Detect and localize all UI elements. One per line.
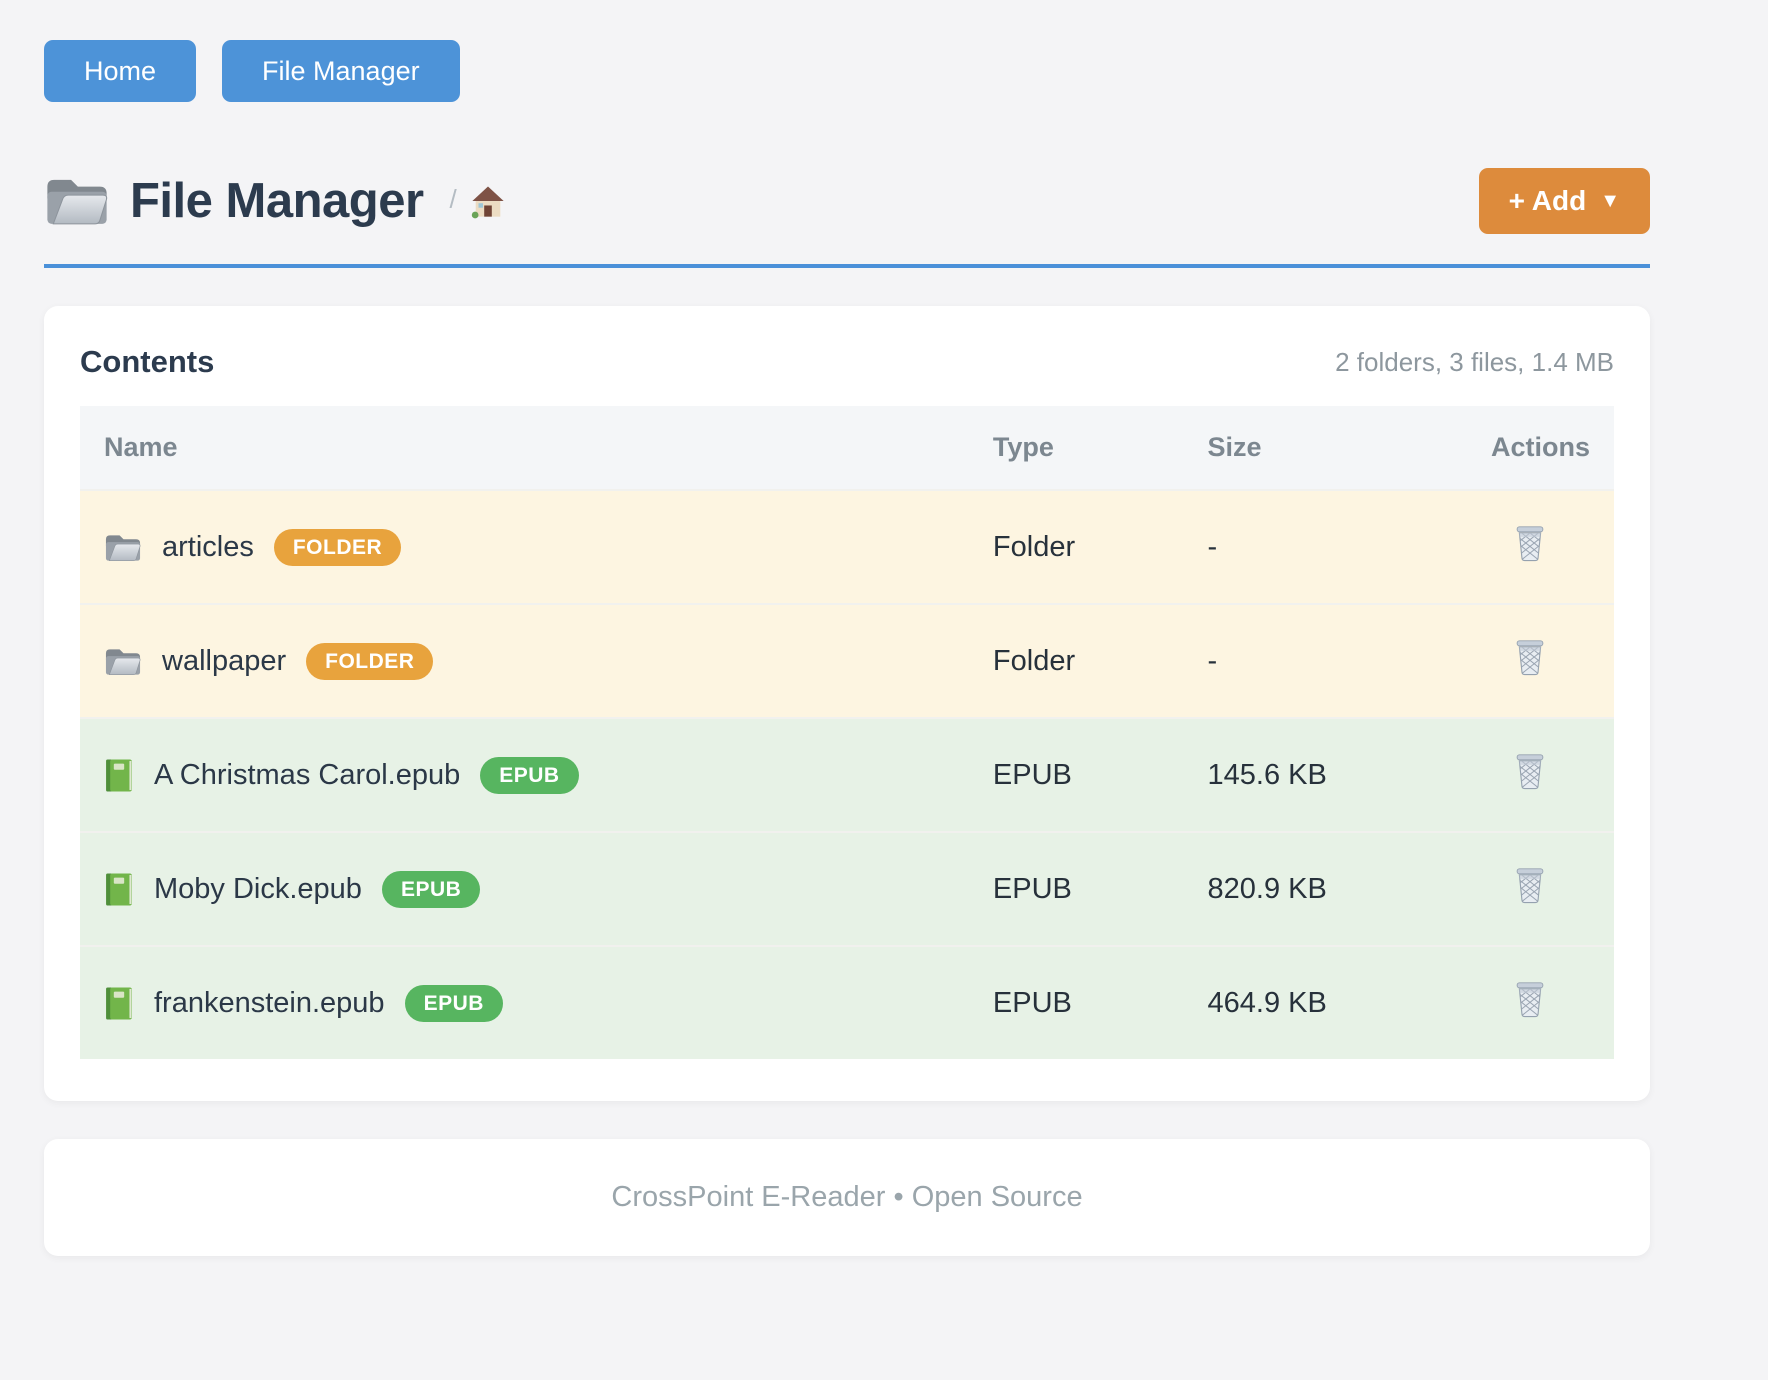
accent-divider — [44, 264, 1650, 269]
epub-badge: EPUB — [381, 870, 481, 908]
table-row: frankenstein.epub EPUB EPUB 464.9 KB — [80, 945, 1614, 1060]
delete-button[interactable] — [1513, 866, 1547, 904]
trash-icon — [1513, 524, 1547, 562]
footer-text: CrossPoint E-Reader • Open Source — [611, 1181, 1083, 1214]
page-container: Home File Manager File Manager / + Add ▼… — [44, 0, 1650, 1257]
contents-summary: 2 folders, 3 files, 1.4 MB — [1335, 346, 1614, 377]
footer-card: CrossPoint E-Reader • Open Source — [44, 1139, 1650, 1257]
file-type: EPUB — [968, 945, 1184, 1060]
add-button-label: + Add — [1508, 185, 1587, 217]
file-size: 464.9 KB — [1183, 945, 1467, 1060]
table-header-row: Name Type Size Actions — [80, 406, 1614, 491]
file-type: EPUB — [968, 831, 1184, 947]
trash-icon — [1513, 980, 1547, 1018]
book-icon — [104, 757, 134, 794]
folder-badge: FOLDER — [273, 528, 402, 566]
file-type: EPUB — [968, 717, 1184, 833]
folder-icon — [104, 532, 142, 563]
delete-button[interactable] — [1513, 752, 1547, 790]
add-button[interactable]: + Add ▼ — [1478, 168, 1650, 235]
file-name-link[interactable]: A Christmas Carol.epub — [154, 758, 461, 791]
nav-file-manager-button[interactable]: File Manager — [222, 40, 460, 103]
table-row: A Christmas Carol.epub EPUB EPUB 145.6 K… — [80, 717, 1614, 833]
table-row: Moby Dick.epub EPUB EPUB 820.9 KB — [80, 831, 1614, 947]
column-header-size: Size — [1183, 406, 1467, 491]
column-header-actions: Actions — [1466, 406, 1614, 491]
file-type: Folder — [968, 603, 1184, 719]
file-size: 145.6 KB — [1183, 717, 1467, 833]
column-header-name: Name — [80, 406, 969, 491]
file-name-link[interactable]: frankenstein.epub — [154, 986, 385, 1019]
trash-icon — [1513, 638, 1547, 676]
book-icon — [104, 871, 134, 908]
file-name-link[interactable]: Moby Dick.epub — [154, 872, 362, 905]
file-size: 820.9 KB — [1183, 831, 1467, 947]
delete-button[interactable] — [1513, 980, 1547, 1018]
trash-icon — [1513, 752, 1547, 790]
file-table: Name Type Size Actions articles FOLDER F… — [80, 406, 1614, 1060]
caret-down-icon: ▼ — [1600, 189, 1620, 212]
table-row: articles FOLDER Folder - — [80, 489, 1614, 605]
file-name-link[interactable]: articles — [162, 530, 254, 563]
column-header-type: Type — [968, 406, 1184, 491]
book-icon — [104, 985, 134, 1022]
table-row: wallpaper FOLDER Folder - — [80, 603, 1614, 719]
page-header: File Manager / + Add ▼ — [44, 168, 1650, 235]
nav-home-button[interactable]: Home — [44, 40, 197, 103]
trash-icon — [1513, 866, 1547, 904]
file-size: - — [1183, 489, 1467, 605]
delete-button[interactable] — [1513, 524, 1547, 562]
folder-badge: FOLDER — [306, 642, 434, 680]
contents-card: Contents 2 folders, 3 files, 1.4 MB Name… — [44, 306, 1650, 1102]
breadcrumb-separator: / — [449, 184, 457, 215]
file-type: Folder — [968, 489, 1184, 605]
home-icon[interactable] — [469, 183, 507, 219]
file-name-link[interactable]: wallpaper — [162, 644, 287, 677]
epub-badge: EPUB — [480, 756, 579, 794]
folder-icon — [104, 646, 142, 677]
folder-icon — [44, 174, 110, 228]
breadcrumb: / — [450, 183, 507, 219]
page-title: File Manager — [130, 174, 424, 229]
delete-button[interactable] — [1513, 638, 1547, 676]
epub-badge: EPUB — [404, 984, 503, 1022]
top-navbar: Home File Manager — [44, 0, 1650, 103]
contents-title: Contents — [80, 344, 215, 380]
file-size: - — [1183, 603, 1467, 719]
